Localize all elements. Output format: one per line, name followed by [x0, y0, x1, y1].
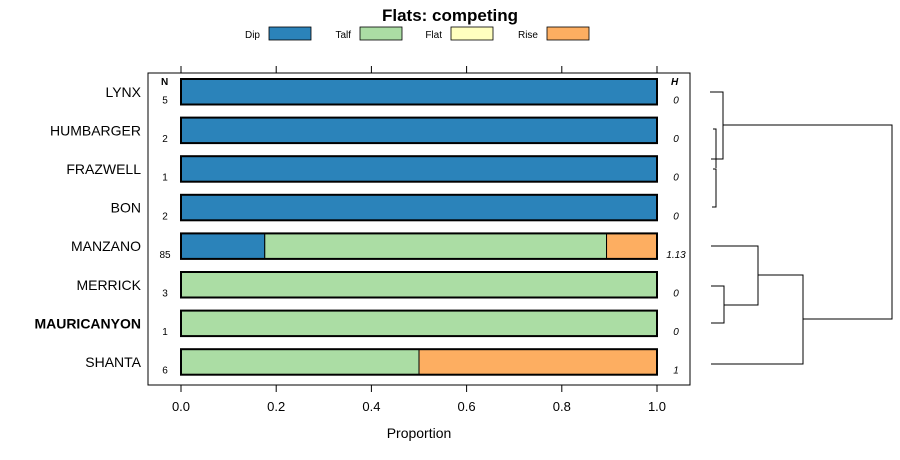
tick-label-0-2: 0.2 [267, 399, 285, 414]
row-label-lynx: LYNX [105, 84, 141, 100]
n-value-lynx: 5 [162, 96, 168, 107]
bars [180, 78, 658, 376]
dendrogram-branch-7 [723, 124, 893, 320]
bar-segment-merrick-talf [180, 271, 658, 298]
h-value-merrick: 0 [673, 289, 679, 300]
tick-label-0-6: 0.6 [458, 399, 476, 414]
bar-segment-bon-dip [180, 194, 658, 221]
n-value-manzano: 85 [159, 250, 171, 261]
bar-outline-lynx [180, 78, 658, 106]
row-label-frazwell: FRAZWELL [66, 161, 141, 177]
bar-segment-manzano-dip [180, 232, 266, 260]
legend-swatch-talf [359, 26, 403, 41]
tick-label-1-0: 1.0 [648, 399, 666, 414]
row-label-merrick: MERRICK [76, 277, 141, 293]
bar-segment-manzano-rise [606, 232, 658, 260]
dendrogram-branch-4 [711, 245, 759, 306]
tick-label-0-0: 0.0 [172, 399, 190, 414]
x-axis: 0.0 0.2 0.4 0.6 0.8 1.0 [172, 66, 666, 414]
row-label-shanta: SHANTA [85, 354, 141, 370]
h-value-shanta: 1 [673, 366, 679, 377]
n-column-header: N [161, 77, 168, 88]
bar-segment-frazwell-dip [180, 155, 658, 183]
chart-title: Flats: competing [382, 6, 518, 25]
legend-swatch-rise [546, 26, 590, 41]
dendrogram-branch-6 [711, 274, 804, 365]
row-label-humbarger: HUMBARGER [50, 122, 141, 138]
bar-outline-merrick [180, 271, 658, 299]
legend-label-talf: Talf [335, 30, 351, 41]
row-labels: LYNX 5 0 HUMBARGER 2 0 FRAZWELL 1 0 BON 2 0 MANZANO 8… [34, 84, 686, 377]
h-value-manzano: 1.13 [666, 250, 686, 261]
legend-label-flat: Flat [425, 30, 442, 41]
bar-outline-bon [180, 193, 658, 222]
bar-segment-shanta-rise [418, 348, 658, 376]
bar-segment-manzano-talf [264, 232, 608, 260]
plot-frame [147, 72, 691, 386]
h-value-mauricanyon: 0 [673, 327, 679, 338]
dendrogram-branch-5 [711, 285, 725, 324]
dendrogram-branch-2 [713, 128, 717, 168]
bar-outline-mauricanyon [180, 309, 658, 338]
h-value-frazwell: 0 [673, 173, 679, 184]
legend: Dip Talf Flat Rise [245, 26, 590, 41]
h-value-lynx: 0 [673, 96, 679, 107]
h-value-humbarger: 0 [673, 134, 679, 145]
n-value-merrick: 3 [162, 289, 168, 300]
n-value-frazwell: 1 [162, 173, 168, 184]
bar-outline-humbarger [180, 116, 658, 145]
n-value-bon: 2 [162, 211, 168, 222]
bar-segment-lynx-dip [180, 78, 658, 105]
n-value-shanta: 6 [162, 366, 168, 377]
bar-segment-mauricanyon-talf [180, 310, 658, 337]
row-label-manzano: MANZANO [71, 238, 141, 254]
dendrogram [710, 91, 893, 365]
legend-swatch-dip [268, 26, 312, 41]
bar-segment-shanta-talf [180, 348, 420, 376]
tick-label-0-8: 0.8 [553, 399, 571, 414]
n-value-mauricanyon: 1 [162, 327, 168, 338]
x-axis-title: Proportion [387, 425, 452, 441]
dendrogram-branch-3 [712, 168, 717, 208]
n-value-humbarger: 2 [162, 134, 168, 145]
bar-segment-humbarger-dip [180, 117, 658, 144]
row-label-bon: BON [111, 200, 141, 216]
legend-label-rise: Rise [518, 30, 538, 41]
bar-outline-manzano [180, 232, 658, 260]
h-column-header: H [671, 77, 679, 88]
bar-outline-frazwell [180, 155, 658, 183]
legend-swatch-flat [450, 26, 494, 41]
tick-label-0-4: 0.4 [362, 399, 380, 414]
bar-outline-shanta [180, 348, 658, 376]
h-value-bon: 0 [673, 211, 679, 222]
legend-label-dip: Dip [245, 30, 260, 41]
row-label-mauricanyon: MAURICANYON [34, 315, 141, 331]
